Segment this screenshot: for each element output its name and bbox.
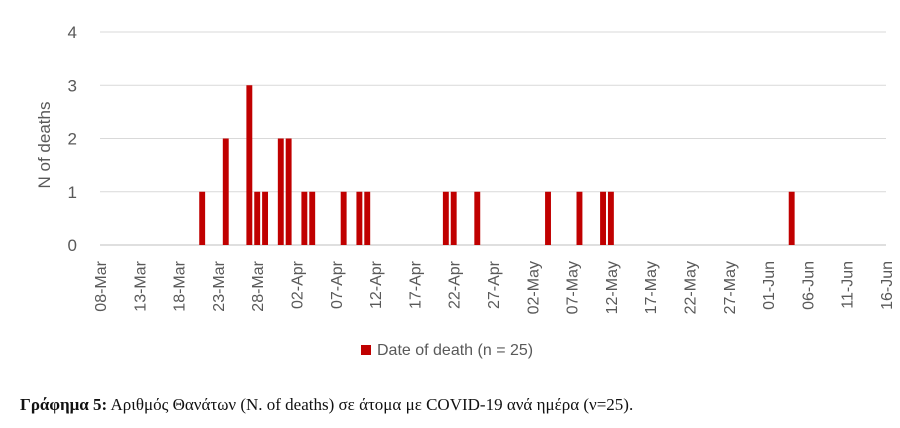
bar bbox=[545, 191, 551, 245]
x-tick-label: 11-Jun bbox=[840, 261, 857, 309]
bar bbox=[254, 191, 261, 245]
x-tick-label: 22-May bbox=[683, 261, 700, 314]
bar bbox=[199, 191, 206, 245]
y-tick-label: 2 bbox=[68, 130, 77, 149]
legend-swatch bbox=[361, 345, 371, 355]
bar bbox=[607, 191, 614, 245]
bar bbox=[309, 191, 316, 245]
caption-label: Γράφημα 5: bbox=[20, 395, 108, 414]
x-tick-label: 28-Mar bbox=[250, 260, 267, 311]
x-tick-label: 12-May bbox=[604, 261, 621, 314]
bar bbox=[442, 191, 449, 245]
bar bbox=[600, 191, 606, 245]
gridlines bbox=[100, 31, 886, 246]
x-tick-label: 27-May bbox=[722, 261, 739, 314]
x-tick-label: 06-Jun bbox=[800, 261, 817, 310]
x-tick-label: 17-May bbox=[643, 261, 660, 314]
y-axis-label: N of deaths bbox=[35, 102, 54, 189]
x-tick-label: 02-May bbox=[525, 261, 542, 314]
bar bbox=[301, 191, 308, 245]
bar bbox=[262, 191, 269, 245]
x-tick-label: 01-Jun bbox=[761, 261, 778, 310]
legend: Date of death (n = 25) bbox=[361, 342, 533, 359]
bar bbox=[474, 191, 481, 245]
bar bbox=[340, 191, 347, 245]
x-tick-labels: 08-Mar 13-Mar 18-Mar 23-Mar 28-Mar 02-Apr 07-A… bbox=[93, 260, 896, 314]
deaths-bar-chart: 0 1 2 3 4 08-Mar 13-Mar 18-Mar 23-Mar 28-Mar 02-A… bbox=[35, 23, 896, 359]
x-tick-label: 22-Apr bbox=[447, 260, 464, 309]
x-tick-label: 16-Jun bbox=[879, 261, 896, 310]
figure-caption: Γράφημα 5: Αριθμός Θανάτων (N. of deaths… bbox=[20, 395, 890, 415]
x-tick-label: 12-Apr bbox=[368, 260, 385, 309]
bar bbox=[450, 191, 457, 245]
bar bbox=[285, 138, 292, 245]
x-tick-label: 07-May bbox=[565, 261, 582, 314]
bar bbox=[246, 85, 253, 245]
x-tick-label: 02-Apr bbox=[290, 260, 307, 309]
y-tick-label: 1 bbox=[68, 183, 77, 202]
bar bbox=[364, 191, 371, 245]
x-tick-label: 23-Mar bbox=[211, 260, 228, 311]
bar bbox=[277, 138, 284, 245]
bar bbox=[576, 191, 583, 245]
y-tick-labels: 0 1 2 3 4 bbox=[68, 23, 77, 255]
legend-label: Date of death (n = 25) bbox=[377, 342, 533, 359]
x-tick-label: 08-Mar bbox=[93, 260, 110, 311]
x-tick-label: 13-Mar bbox=[132, 260, 149, 311]
bar bbox=[356, 191, 363, 245]
y-tick-label: 3 bbox=[68, 76, 77, 95]
bar bbox=[788, 191, 795, 245]
bar-series bbox=[199, 85, 795, 245]
x-tick-label: 17-Apr bbox=[407, 260, 424, 309]
y-tick-label: 4 bbox=[68, 23, 77, 42]
caption-text: Αριθμός Θανάτων (N. of deaths) σε άτομα … bbox=[107, 395, 634, 414]
bar bbox=[222, 138, 229, 245]
x-tick-label: 07-Apr bbox=[329, 260, 346, 309]
y-tick-label: 0 bbox=[68, 236, 77, 255]
x-tick-label: 27-Apr bbox=[486, 260, 503, 309]
x-tick-label: 18-Mar bbox=[172, 260, 189, 311]
